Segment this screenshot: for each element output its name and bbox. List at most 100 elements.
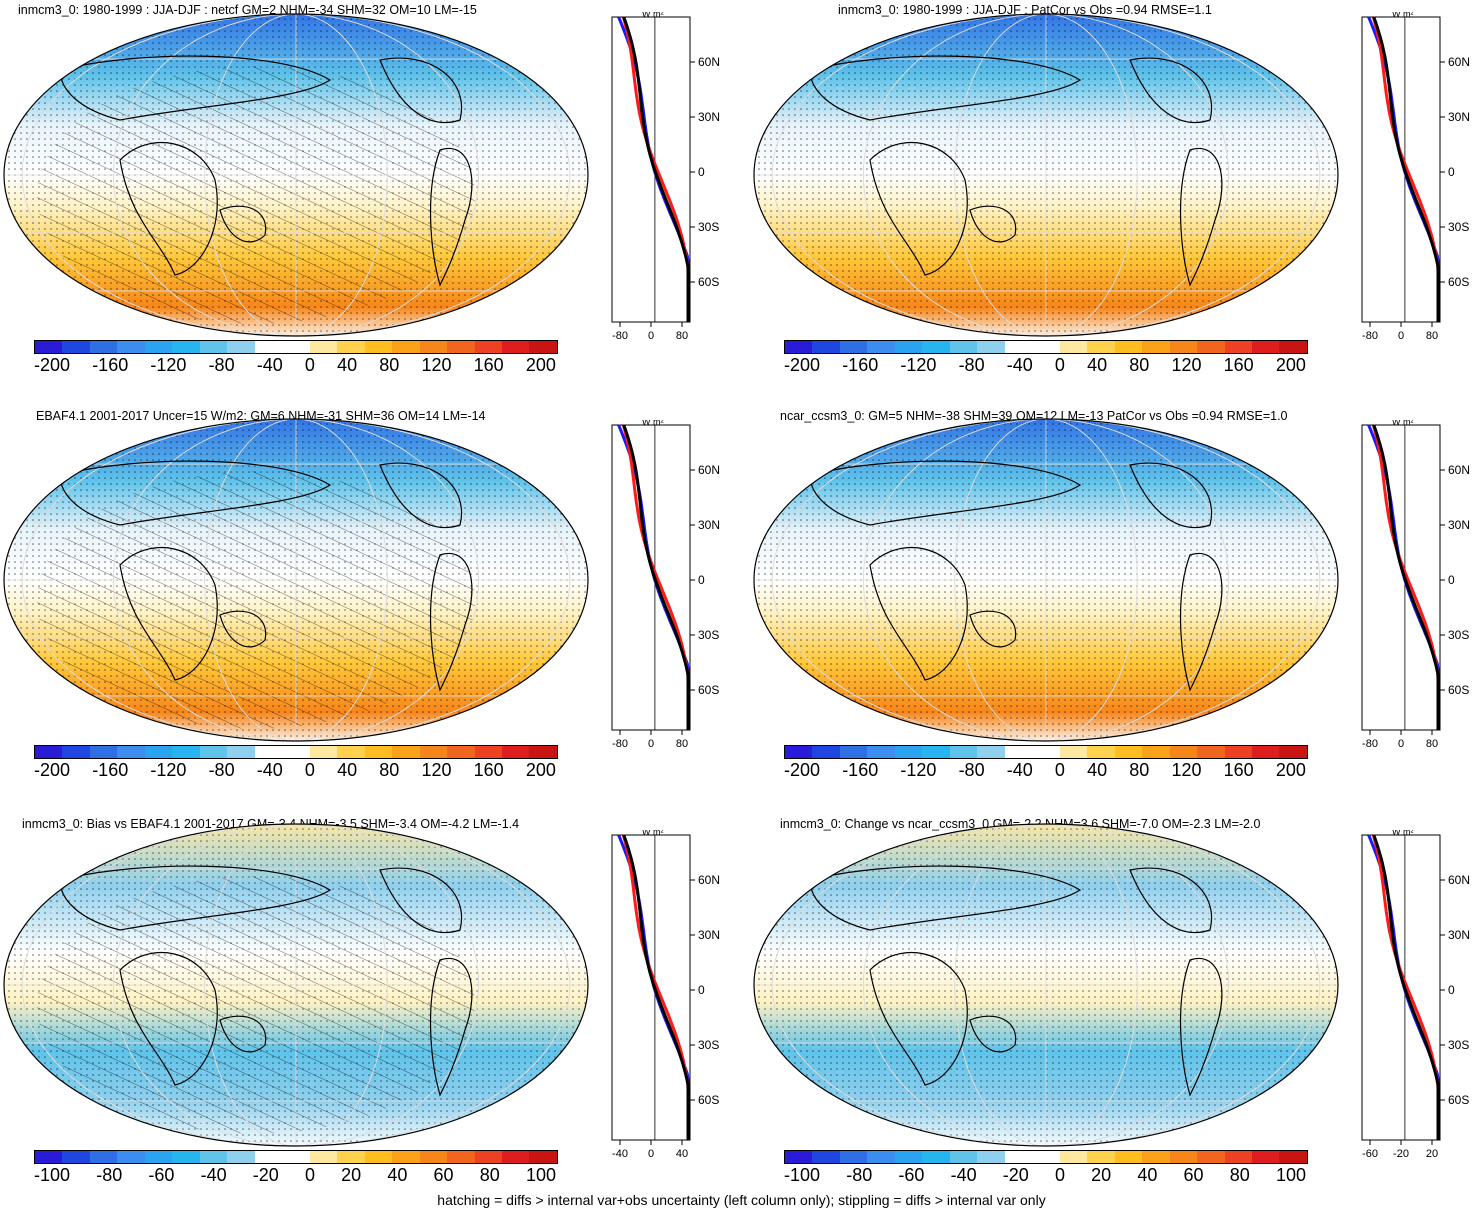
profile-x-tick-label: -20	[1393, 1148, 1409, 1160]
colorbar-swatch	[1087, 746, 1115, 758]
colorbar-label: 20	[1091, 1165, 1112, 1185]
colorbar-label: -40	[200, 1165, 227, 1185]
colorbar-swatch	[117, 1151, 145, 1163]
colorbar-label: -160	[842, 355, 879, 375]
lat-tick-label: 30S	[698, 220, 719, 234]
profile-x-tick-label: 0	[1398, 738, 1404, 750]
colorbar-label: -160	[842, 760, 879, 780]
colorbar-label: 40	[387, 1165, 408, 1185]
colorbar-label: 160	[1223, 760, 1254, 780]
colorbar-swatch	[447, 341, 475, 353]
colorbar-label: 120	[1171, 355, 1202, 375]
colorbar-swatch	[447, 746, 475, 758]
profile-unit-label: W m²	[642, 420, 664, 427]
colorbar-label: 80	[1129, 355, 1150, 375]
colorbar-swatch	[199, 746, 228, 758]
colorbar-label: -80	[208, 760, 235, 780]
colorbar	[784, 1150, 1308, 1164]
colorbar-label: -60	[148, 1165, 175, 1185]
colorbar-swatch	[812, 1151, 840, 1163]
profile-unit-label: W m²	[642, 12, 664, 19]
colorbar-swatch	[894, 1151, 923, 1163]
colorbar-label: -120	[900, 760, 937, 780]
colorbar-swatch	[1197, 746, 1225, 758]
colorbar-swatch	[839, 341, 868, 353]
colorbar-swatch	[501, 341, 530, 353]
lat-tick-label: 30S	[1448, 220, 1469, 234]
colorbar-swatch	[474, 341, 502, 353]
colorbar-swatch	[1032, 746, 1060, 758]
colorbar-label: 0	[1054, 1165, 1065, 1185]
lat-tick-label: 60N	[1448, 463, 1470, 477]
colorbar-swatch	[1224, 341, 1252, 353]
colorbar-swatch	[199, 341, 228, 353]
profile-x-tick-label: -80	[1362, 738, 1378, 750]
colorbar-swatch	[474, 746, 502, 758]
world-map	[3, 823, 589, 1147]
profile-x-tick-label: -80	[1362, 330, 1378, 342]
profile-x-tick-label: 80	[1426, 738, 1438, 750]
colorbar-swatch	[529, 341, 557, 353]
zonal-mean-profile: 60N 30N 0 30S 60S W m² -40 0 40	[611, 830, 720, 1160]
colorbar-swatch	[867, 1151, 895, 1163]
footer-note: hatching = diffs > internal var+obs unce…	[437, 1192, 1046, 1208]
colorbar-swatch	[62, 1151, 90, 1163]
colorbar-label: 200	[1275, 355, 1306, 375]
lat-tick-label: 0	[1448, 573, 1455, 587]
colorbar-swatch	[529, 746, 557, 758]
lat-tick-label: 60S	[698, 683, 719, 697]
lat-tick-label: 60N	[698, 463, 720, 477]
colorbar	[34, 1150, 558, 1164]
colorbar-swatch	[364, 1151, 393, 1163]
colorbar	[34, 340, 558, 354]
lat-tick-label: 0	[698, 983, 705, 997]
lat-tick-label: 60S	[698, 1093, 719, 1107]
colorbar-swatch	[1197, 1151, 1225, 1163]
colorbar-label: 80	[1129, 760, 1150, 780]
colorbar-label: 20	[341, 1165, 362, 1185]
lat-tick-label: 0	[698, 165, 705, 179]
zonal-mean-profile: 60N 30N 0 30S 60S W m² -80 0 80	[1361, 420, 1470, 750]
colorbar-labels: -100 -80 -60 -40 -20 0 20 40 60 80 100	[784, 1165, 1306, 1186]
colorbar-label: -200	[784, 355, 821, 375]
colorbar-swatch	[282, 1151, 310, 1163]
profile-curve	[1372, 424, 1440, 730]
colorbar-swatch	[62, 341, 90, 353]
colorbar-swatch	[1087, 1151, 1115, 1163]
colorbar-swatch	[812, 746, 840, 758]
colorbar-swatch	[1279, 746, 1307, 758]
colorbar-swatch	[309, 746, 338, 758]
profile-curve	[622, 424, 690, 730]
profile-x-tick-label: 0	[648, 1148, 654, 1160]
colorbar-swatch	[922, 1151, 950, 1163]
colorbar-swatch	[839, 746, 868, 758]
colorbar-label: -200	[34, 760, 71, 780]
colorbar-label: 0	[1054, 760, 1065, 780]
colorbar-swatch	[199, 1151, 228, 1163]
profile-unit-label: W m²	[1392, 420, 1414, 427]
colorbar-label: 0	[304, 1165, 315, 1185]
lat-tick-label: 30N	[698, 928, 720, 942]
lat-tick-label: 30N	[1448, 518, 1470, 532]
colorbar-label: 100	[525, 1165, 556, 1185]
colorbar-swatch	[1224, 1151, 1252, 1163]
colorbar-label: 200	[525, 355, 556, 375]
colorbar-label: -100	[784, 1165, 821, 1185]
colorbar-swatch	[894, 341, 923, 353]
colorbar-label: -160	[92, 760, 129, 780]
lat-tick-label: 30N	[698, 110, 720, 124]
colorbar-swatch	[254, 341, 283, 353]
lat-tick-label: 0	[1448, 983, 1455, 997]
colorbar-label: 80	[1229, 1165, 1250, 1185]
colorbar-labels: -200 -160 -120 -80 -40 0 40 80 120 160 200	[784, 760, 1306, 781]
profile-x-tick-label: 0	[648, 738, 654, 750]
colorbar-swatch	[1004, 341, 1033, 353]
profile-x-tick-label: 80	[1426, 330, 1438, 342]
colorbar-label: -200	[34, 355, 71, 375]
colorbar-label: -120	[900, 355, 937, 375]
colorbar-swatch	[254, 746, 283, 758]
colorbar-swatch	[1169, 1151, 1198, 1163]
colorbar-label: 80	[479, 1165, 500, 1185]
colorbar-swatch	[1169, 341, 1198, 353]
lat-tick-label: 60N	[1448, 55, 1470, 69]
